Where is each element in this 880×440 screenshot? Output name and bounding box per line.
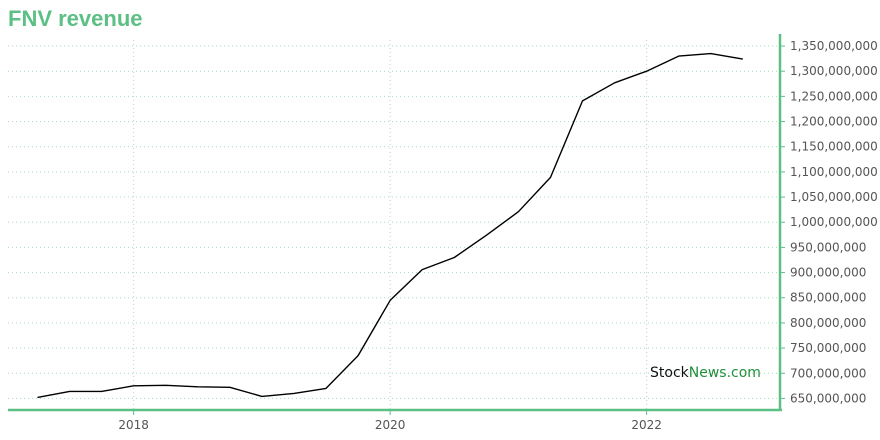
y-tick-label: 1,050,000,000 [790, 190, 878, 204]
x-tick-label: 2022 [631, 418, 662, 432]
series-layer [37, 52, 743, 399]
y-tick-label: 1,300,000,000 [790, 64, 878, 78]
x-tick-label: 2020 [375, 418, 406, 432]
watermark-part-news: News [688, 365, 727, 381]
watermark: StockNews.com [650, 365, 761, 381]
revenue-series-line [37, 52, 743, 399]
axis-layer [8, 34, 785, 415]
watermark-part-com: .com [726, 365, 761, 381]
chart-title: FNV revenue [8, 6, 143, 31]
y-tick-label: 1,150,000,000 [790, 140, 878, 154]
y-tick-label: 1,000,000,000 [790, 215, 878, 229]
grid-layer [8, 40, 780, 410]
watermark-part-stock: Stock [650, 365, 689, 381]
y-tick-label: 700,000,000 [790, 366, 866, 380]
y-tick-label: 1,250,000,000 [790, 89, 878, 103]
y-tick-label: 1,200,000,000 [790, 115, 878, 129]
y-tick-label: 750,000,000 [790, 341, 866, 355]
y-tick-label: 1,100,000,000 [790, 165, 878, 179]
y-tick-label: 1,350,000,000 [790, 39, 878, 53]
y-tick-label: 650,000,000 [790, 391, 866, 405]
x-tick-label: 2018 [118, 418, 149, 432]
label-layer: 650,000,000 700,000,000 750,000,000 800,000… [118, 39, 877, 432]
y-tick-label: 850,000,000 [790, 291, 866, 305]
y-tick-label: 900,000,000 [790, 266, 866, 280]
y-tick-label: 950,000,000 [790, 240, 866, 254]
y-tick-label: 800,000,000 [790, 316, 866, 330]
